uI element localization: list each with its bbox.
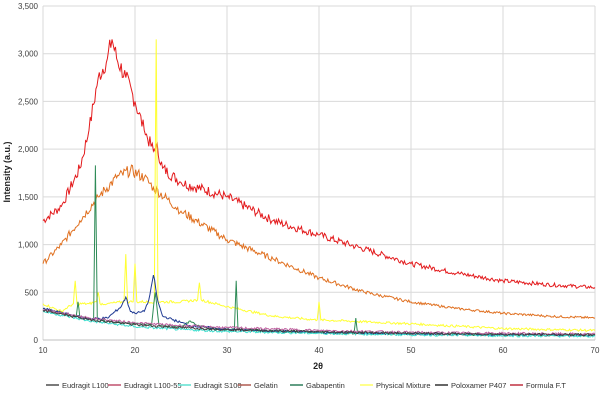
legend-label: Gelatin — [254, 381, 278, 390]
legend-label: Eudragit L100 — [62, 381, 109, 390]
legend-item: Eudragit L100-55 — [108, 381, 182, 390]
y-tick-label: 2,000 — [18, 145, 39, 154]
y-tick-label: 500 — [25, 288, 39, 297]
legend-label: Poloxamer P407 — [451, 381, 506, 390]
series-line-0 — [42, 39, 596, 290]
x-axis: 10 20 30 40 50 60 70 — [39, 346, 600, 355]
x-tick-label: 30 — [223, 346, 232, 355]
legend-item: Eudragit S100 — [178, 381, 242, 390]
legend-item: Eudragit L100 — [46, 381, 109, 390]
y-tick-label: 3,500 — [18, 2, 39, 11]
series-group — [42, 39, 596, 338]
x-axis-label: 2θ — [313, 361, 323, 371]
series-line-6 — [42, 308, 596, 336]
x-tick-label: 60 — [499, 346, 508, 355]
legend: Eudragit L100 Eudragit L100-55 Eudragit S1… — [46, 381, 566, 390]
grid — [42, 5, 596, 341]
series-line-2 — [42, 39, 596, 333]
legend-label: Eudragit L100-55 — [124, 381, 182, 390]
legend-label: Formula F.T — [526, 381, 566, 390]
y-tick-label: 3,000 — [18, 50, 39, 59]
y-tick-label: 1,000 — [18, 241, 39, 250]
x-tick-label: 50 — [407, 346, 416, 355]
x-tick-label: 20 — [131, 346, 140, 355]
series-line-7 — [42, 309, 596, 337]
y-tick-label: 0 — [34, 336, 39, 345]
x-tick-label: 70 — [591, 346, 600, 355]
legend-label: Eudragit S100 — [194, 381, 242, 390]
legend-item: Gelatin — [238, 381, 278, 390]
legend-item: Formula F.T — [510, 381, 566, 390]
y-axis-label: Intensity (a.u.) — [2, 141, 12, 202]
legend-label: Physical Mixture — [376, 381, 431, 390]
y-tick-label: 2,500 — [18, 97, 39, 106]
x-tick-label: 10 — [39, 346, 48, 355]
x-tick-label: 40 — [315, 346, 324, 355]
series-line-1 — [42, 164, 595, 319]
legend-item: Gabapentin — [290, 381, 345, 390]
y-axis: 0 500 1,000 1,500 2,000 2,500 3,000 3,500 — [18, 2, 39, 345]
series-line-5 — [42, 310, 596, 338]
y-tick-label: 1,500 — [18, 193, 39, 202]
legend-item: Physical Mixture — [360, 381, 431, 390]
legend-label: Gabapentin — [306, 381, 345, 390]
legend-item: Poloxamer P407 — [435, 381, 506, 390]
